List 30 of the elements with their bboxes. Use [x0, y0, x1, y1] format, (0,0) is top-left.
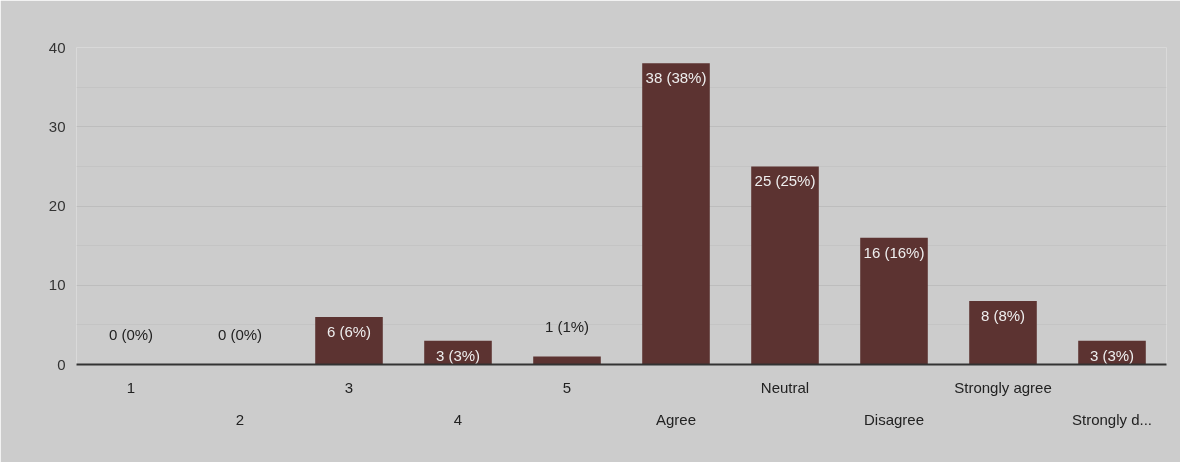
y-tick-label: 10 [48, 276, 66, 294]
bar [642, 63, 710, 365]
bar [315, 316, 383, 365]
y-tick-label: 20 [48, 197, 66, 214]
x-tick-label: Agree [655, 410, 697, 428]
x-tick-label: Strongly agree [954, 378, 1052, 396]
y-tick-label: 0 [57, 355, 66, 373]
bar [751, 166, 819, 365]
data-label: 25 (25%) [754, 172, 816, 190]
x-tick-label: 5 [562, 378, 572, 396]
data-label: 6 (6%) [326, 322, 372, 340]
x-tick-label: Neutral [760, 378, 810, 396]
data-label: 1 (1%) [544, 317, 590, 335]
data-label: 38 (38%) [645, 69, 707, 87]
y-tick-label: 40 [48, 38, 66, 56]
data-label: 16 (16%) [863, 243, 925, 261]
y-tick-label: 30 [48, 117, 66, 135]
x-tick-label: Disagree [863, 410, 925, 428]
x-tick-label: 1 [126, 378, 136, 396]
bar [969, 301, 1037, 365]
data-label: 3 (3%) [1089, 346, 1135, 364]
data-label: 3 (3%) [435, 346, 481, 364]
data-label: 0 (0%) [217, 325, 263, 343]
x-tick-label: 4 [453, 410, 463, 428]
data-label: 0 (0%) [108, 325, 154, 343]
bar [860, 237, 928, 365]
x-tick-label: Strongly d... [1071, 410, 1153, 428]
x-tick-label: 2 [235, 410, 245, 428]
data-label: 8 (8%) [980, 307, 1026, 325]
x-tick-label: 3 [344, 378, 354, 396]
